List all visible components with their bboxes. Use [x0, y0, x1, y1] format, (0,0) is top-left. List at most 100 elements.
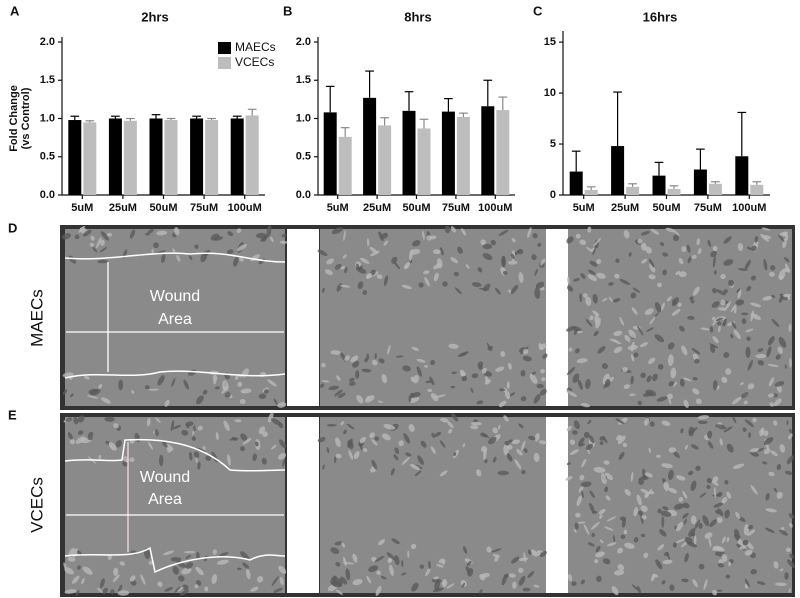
- y-tick-label: 1.0: [296, 112, 311, 124]
- cell: [763, 437, 774, 445]
- cell: [193, 425, 197, 432]
- cell: [574, 522, 579, 530]
- cell: [594, 559, 599, 564]
- cell: [667, 469, 674, 481]
- cell: [430, 359, 436, 366]
- cell: [670, 367, 677, 379]
- cell: [511, 439, 521, 445]
- cell: [724, 479, 729, 485]
- cell: [258, 393, 267, 400]
- cell: [416, 358, 426, 363]
- cell: [504, 573, 509, 578]
- cell: [240, 433, 248, 442]
- cell: [155, 250, 167, 254]
- cell: [278, 422, 284, 429]
- cell: [678, 496, 684, 502]
- cell: [86, 395, 99, 399]
- cell: [334, 263, 342, 270]
- cell: [660, 302, 665, 312]
- cell: [100, 397, 111, 404]
- cell: [657, 282, 662, 288]
- cell: [432, 587, 444, 593]
- cell: [599, 441, 604, 445]
- cell: [592, 293, 598, 304]
- cell: [461, 228, 467, 236]
- cell: [700, 327, 710, 331]
- cell: [498, 400, 507, 408]
- y-tick-label: 10: [544, 87, 556, 99]
- cell: [747, 529, 756, 536]
- cell: [767, 393, 775, 398]
- cell: [771, 318, 780, 327]
- cell: [202, 389, 208, 395]
- bar: [735, 156, 749, 195]
- cell: [510, 284, 519, 295]
- cell: [662, 269, 667, 276]
- cell: [444, 225, 451, 234]
- cell: [669, 584, 675, 592]
- cell: [366, 575, 372, 584]
- cell: [414, 470, 422, 477]
- cell: [237, 567, 242, 571]
- cell: [455, 287, 462, 295]
- cell: [523, 448, 528, 453]
- cell: [675, 231, 680, 237]
- cell: [735, 299, 745, 306]
- cell: [777, 346, 783, 354]
- cell: [239, 256, 245, 262]
- cell: [172, 248, 176, 253]
- cell: [184, 550, 196, 554]
- cell: [507, 362, 512, 370]
- cell: [155, 417, 161, 423]
- cell: [517, 248, 524, 255]
- cell: [534, 268, 538, 276]
- cell: [620, 534, 626, 540]
- cell: [64, 567, 74, 575]
- bar: [693, 169, 707, 195]
- cell: [725, 574, 731, 579]
- cell: [240, 446, 245, 452]
- cell: [497, 470, 509, 476]
- cell: [409, 463, 421, 471]
- cell: [439, 247, 444, 256]
- x-tick-label: 25uM: [109, 202, 137, 214]
- cell: [381, 433, 391, 441]
- cell: [572, 430, 578, 435]
- bar: [569, 171, 583, 195]
- cell: [194, 447, 206, 452]
- cell: [439, 440, 446, 448]
- cell: [463, 546, 468, 554]
- cell: [499, 388, 506, 392]
- cell: [237, 244, 247, 251]
- cell: [601, 363, 608, 370]
- cell: [648, 274, 656, 280]
- cell: [278, 439, 287, 449]
- cell: [749, 447, 759, 453]
- cell: [737, 243, 744, 251]
- cell: [401, 456, 410, 466]
- cell: [675, 538, 686, 544]
- cell: [665, 227, 677, 233]
- cell: [667, 354, 674, 366]
- cell: [104, 416, 115, 422]
- cell: [585, 296, 592, 306]
- cell: [171, 378, 176, 387]
- cell: [576, 330, 583, 334]
- panel-label: B: [283, 3, 292, 18]
- cell: [374, 436, 379, 441]
- bar: [441, 111, 455, 195]
- cell: [162, 441, 168, 448]
- bar: [230, 118, 244, 195]
- cell: [595, 317, 601, 329]
- cell: [393, 454, 399, 461]
- cell: [599, 539, 604, 544]
- cell: [624, 334, 631, 342]
- cell: [723, 236, 732, 244]
- cell: [751, 245, 757, 252]
- cell: [527, 571, 535, 579]
- cell: [508, 573, 516, 578]
- cell: [352, 360, 360, 368]
- cell: [629, 393, 636, 397]
- cell: [691, 254, 697, 260]
